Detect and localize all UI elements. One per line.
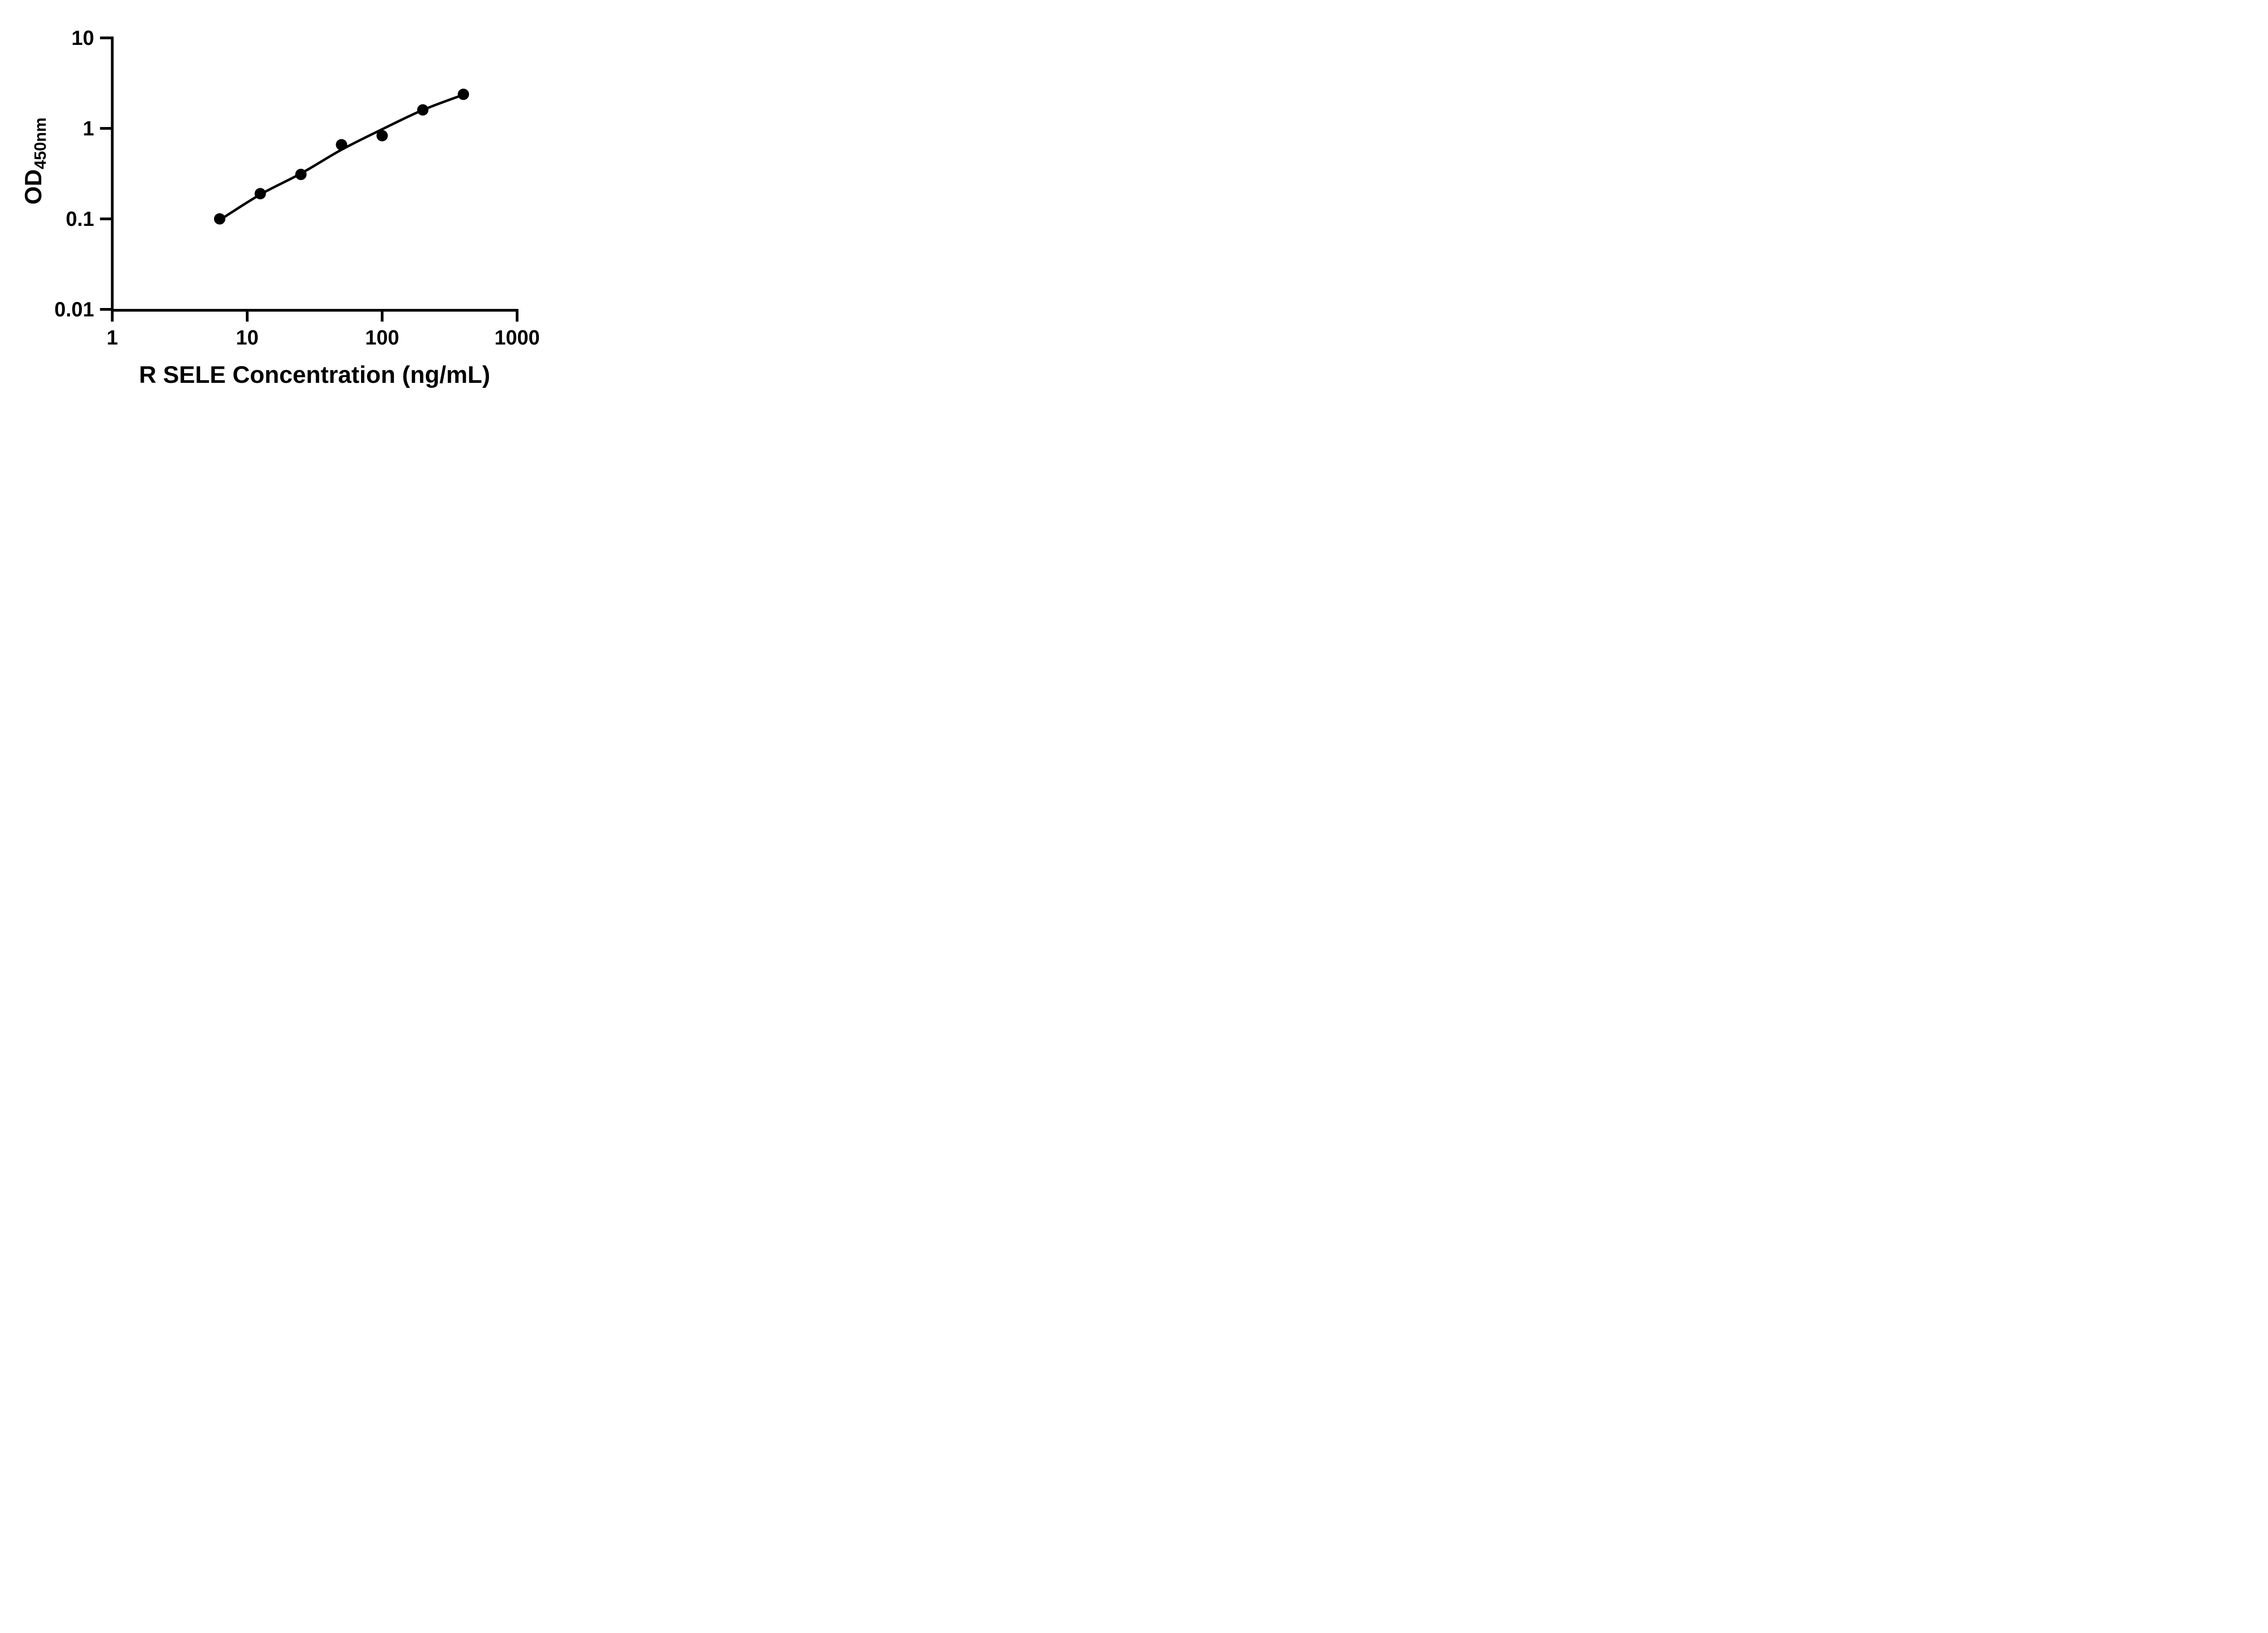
data-point: [336, 139, 347, 151]
axis-frame: [100, 36, 518, 322]
y-axis-title-main: OD: [20, 169, 47, 205]
y-tick-label: 10: [71, 26, 94, 49]
x-axis-title: R SELE Concentration (ng/mL): [139, 362, 490, 388]
elisa-standard-curve-figure: 10 1 0.1 0.01 1 10 100 1000 R SELE Concentratio…: [0, 0, 583, 408]
data-point: [254, 188, 266, 200]
x-tick-label: 1: [107, 326, 118, 349]
x-tick-label: 100: [365, 326, 399, 349]
y-axis-title: OD450nm: [20, 117, 50, 205]
data-point: [214, 213, 225, 225]
chart-canvas: 10 1 0.1 0.01 1 10 100 1000: [54, 26, 540, 349]
data-point: [458, 88, 469, 100]
data-point: [295, 169, 307, 180]
y-tick-label: 1: [83, 117, 94, 140]
y-axis-title-subscript: 450nm: [31, 117, 49, 170]
y-tick-label: 0.1: [66, 207, 94, 230]
x-tick-label: 10: [236, 326, 259, 349]
y-tick-label: 0.01: [54, 298, 94, 321]
data-point: [376, 130, 388, 142]
data-point: [417, 104, 429, 116]
x-tick-label: 1000: [494, 326, 540, 349]
